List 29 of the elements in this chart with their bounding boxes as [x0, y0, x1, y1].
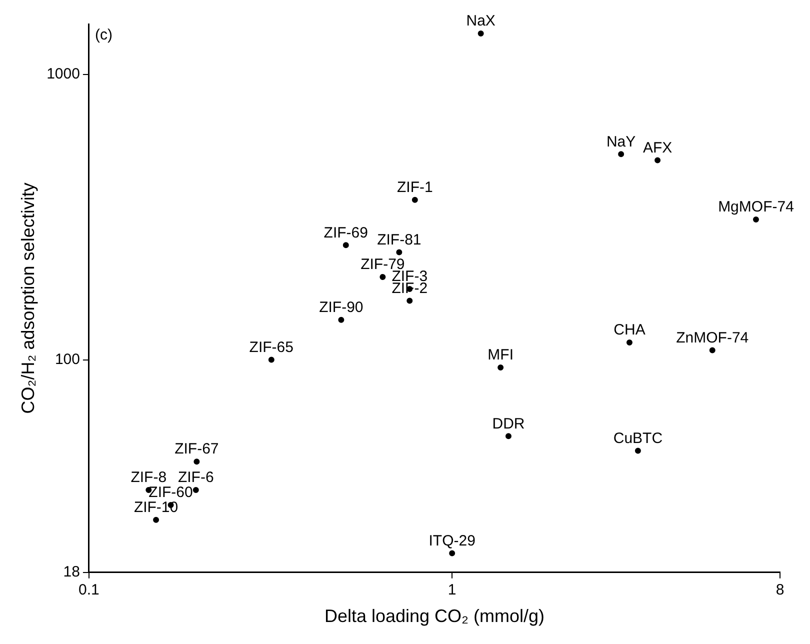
x-axis-title: Delta loading CO₂ (mmol/g)	[324, 606, 545, 626]
x-tick-label: 0.1	[78, 582, 100, 599]
data-label: DDR	[492, 415, 525, 432]
y-tick-label: 100	[54, 350, 80, 368]
data-label: ZIF-81	[377, 231, 422, 248]
y-tick-label: 1000	[46, 65, 80, 82]
data-label: AFX	[642, 139, 672, 156]
data-label: ZnMOF-74	[676, 329, 749, 346]
data-label: ZIF-8	[130, 469, 167, 486]
x-tick-label: 1	[448, 582, 456, 599]
y-axis-title: CO₂/H₂ adsorption selectivity	[18, 182, 38, 414]
data-label: MFI	[488, 346, 514, 364]
data-label: ZIF-60	[148, 484, 193, 502]
data-label: ZIF-65	[249, 338, 294, 356]
data-label: ZIF-6	[178, 469, 214, 486]
data-label: ZIF-90	[319, 298, 364, 316]
data-label: CuBTC	[613, 430, 663, 447]
data-label: NaX	[466, 12, 496, 30]
x-tick-label: 8	[776, 582, 784, 599]
data-label: MgMOF-74	[718, 198, 794, 216]
data-label: NaY	[606, 133, 636, 150]
data-label: ZIF-67	[174, 440, 219, 458]
data-label: ZIF-69	[324, 224, 368, 242]
data-label: CHA	[614, 322, 646, 339]
y-tick-label: 18	[63, 564, 80, 581]
data-label: ZIF-10	[134, 498, 178, 516]
annotation: (c)	[94, 26, 112, 44]
data-label: ZIF-1	[396, 179, 433, 196]
data-label: ITQ-29	[428, 532, 476, 550]
